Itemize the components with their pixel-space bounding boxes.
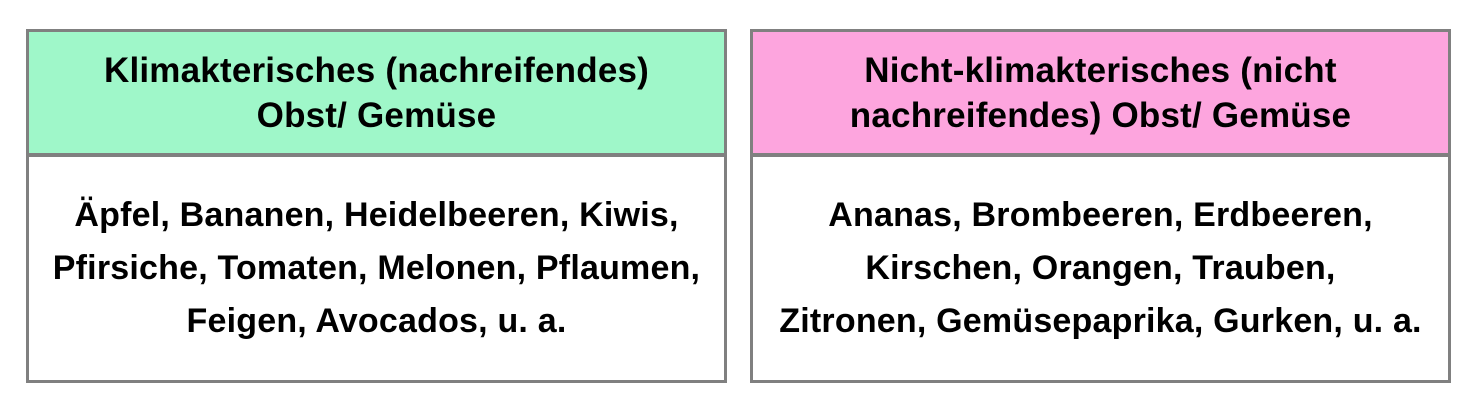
climacteric-header: Klimakterisches (nachreifendes) Obst/ Ge…	[29, 32, 724, 157]
comparison-table: Klimakterisches (nachreifendes) Obst/ Ge…	[26, 29, 1451, 383]
climacteric-body: Äpfel, Bananen, Heidelbeeren, Kiwis, Pfi…	[29, 157, 724, 380]
non-climacteric-body: Ananas, Brombeeren, Erdbeeren, Kirschen,…	[753, 157, 1448, 380]
non-climacteric-header: Nicht-klimakterisches (nicht nachreifend…	[753, 32, 1448, 157]
climacteric-card: Klimakterisches (nachreifendes) Obst/ Ge…	[26, 29, 727, 383]
non-climacteric-card: Nicht-klimakterisches (nicht nachreifend…	[750, 29, 1451, 383]
